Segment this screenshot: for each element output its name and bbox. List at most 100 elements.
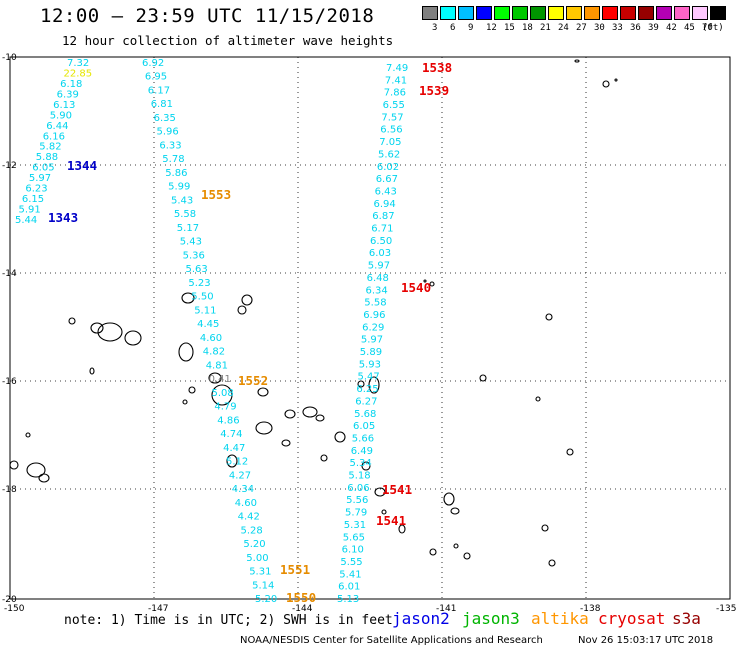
island-outline [255,421,273,435]
legend-swatch [566,6,582,20]
track-c-value: 6.25 [356,384,378,395]
island-outline [178,342,194,362]
track-b-value: 4.27 [229,470,251,481]
map-title: 12:00 — 23:59 UTC 11/15/2018 [40,5,375,27]
track-b-value: 4.45 [197,319,219,330]
track-b-value: 4.34 [232,484,254,495]
legend-swatch [584,6,600,20]
y-tick-label: -18 [2,485,17,495]
track-c-value: 6.10 [342,545,364,556]
track-a-value: 6.44 [46,121,68,132]
x-tick-label: -144 [292,604,313,614]
track-a-value: 5.91 [19,205,41,216]
track-c-value: 6.29 [362,322,384,333]
island-outline [315,414,325,422]
track-b-value: 5.99 [168,182,190,193]
track-b-value: 6.92 [142,58,164,69]
track-a-value: 5.90 [50,110,72,121]
track-c-value: 5.41 [339,569,361,580]
track-a-value: 6.05 [32,163,54,174]
track-c-value: 5.13 [337,594,359,605]
track-b-value: 5.36 [183,250,205,261]
track-c-value: 7.49 [386,63,408,74]
island-outline [334,431,346,443]
island-outline [463,552,471,560]
pass-label-cryosat: 1539 [419,83,449,98]
track-c-value: 5.68 [354,409,376,420]
y-tick-label: -14 [2,269,17,279]
track-b-value: 5.96 [157,127,179,138]
legend-label: 3 [432,23,438,33]
track-c-value: 6.94 [374,199,396,210]
satellite-jason2: jason2 [392,609,450,628]
track-c-value: 5.65 [343,532,365,543]
island-outline [181,292,195,304]
map-frame [9,56,731,600]
track-c-value: 6.48 [367,273,389,284]
axis-ticks: -150 -147 -144 -141 -138 -135 -10 -12 -14 -16 -18 -… [2,53,736,614]
satellite-jason3: jason3 [462,609,520,628]
track-c-value: 6.03 [369,248,391,259]
track-b-value: 5.86 [165,168,187,179]
track-b-value: 5.20 [255,594,277,605]
island-outline [124,330,142,346]
track-a-value: 6.18 [60,79,82,90]
track-c-value: 6.01 [338,582,360,593]
track-c-value: 5.66 [352,434,374,445]
legend-label: 33 [612,23,623,33]
track-c-value: 5.34 [350,458,372,469]
track-c-value: 6.49 [351,446,373,457]
track-b-value: 4.42 [238,512,260,523]
legend-label: 12 [486,23,497,33]
legend-swatch [710,6,726,20]
track-c-value: 5.18 [348,471,370,482]
island-outline [429,548,437,556]
credit-line: NOAA/NESDIS Center for Satellite Applica… [240,635,543,646]
track-b-value: 4.47 [223,443,245,454]
track-b-value: 5.31 [249,567,271,578]
legend-unit: (ft) [702,23,724,33]
legend-label: 27 [576,23,587,33]
track-c-value: 5.55 [340,557,362,568]
legend-swatch [512,6,528,20]
track-b-value: 5.28 [241,525,263,536]
x-tick-label: -138 [580,604,601,614]
island-outline [381,509,387,515]
track-c-value: 7.57 [381,112,403,123]
legend-swatch [476,6,492,20]
island-outline [548,559,556,567]
island-outline [398,524,406,534]
satellite-s3a: s3a [672,609,701,628]
track-a-value: 5.88 [36,152,58,163]
legend-label: 70 [702,23,713,33]
track-c-value: 6.87 [372,211,394,222]
island-outline [97,322,123,342]
legend-label: 36 [630,23,641,33]
pass-label-altika: 1550 [286,590,316,605]
island-outline [226,454,238,468]
island-outline [9,460,19,470]
track-c-value: 6.55 [383,100,405,111]
legend-swatch [620,6,636,20]
timestamp: Nov 26 15:03:17 UTC 2018 [578,635,714,646]
island-outline [479,374,487,382]
track-a-value: 6.13 [53,100,75,111]
wave-height-tracks: 7.3222.856.186.396.135.906.446.165.825.8… [15,58,408,605]
track-c-value: 5.97 [361,335,383,346]
pass-label-jason2: 1343 [48,210,78,225]
island-outline [320,454,328,462]
footer-note: note: 1) Time is in UTC; 2) SWH is in fe… [64,613,393,628]
island-outline [284,409,296,419]
legend-swatch [656,6,672,20]
track-b-value: 4.74 [220,429,242,440]
x-tick-label: -135 [716,604,736,614]
track-b-value: 5.20 [243,539,265,550]
track-b-value: 5.50 [191,292,213,303]
island-outline [450,507,460,515]
track-c-value: 7.05 [379,137,401,148]
island-outline [302,406,318,418]
island-outline [453,543,459,549]
pass-label-jason2: 1344 [67,158,97,173]
island-outline [368,376,380,394]
legend-label: 18 [522,23,533,33]
